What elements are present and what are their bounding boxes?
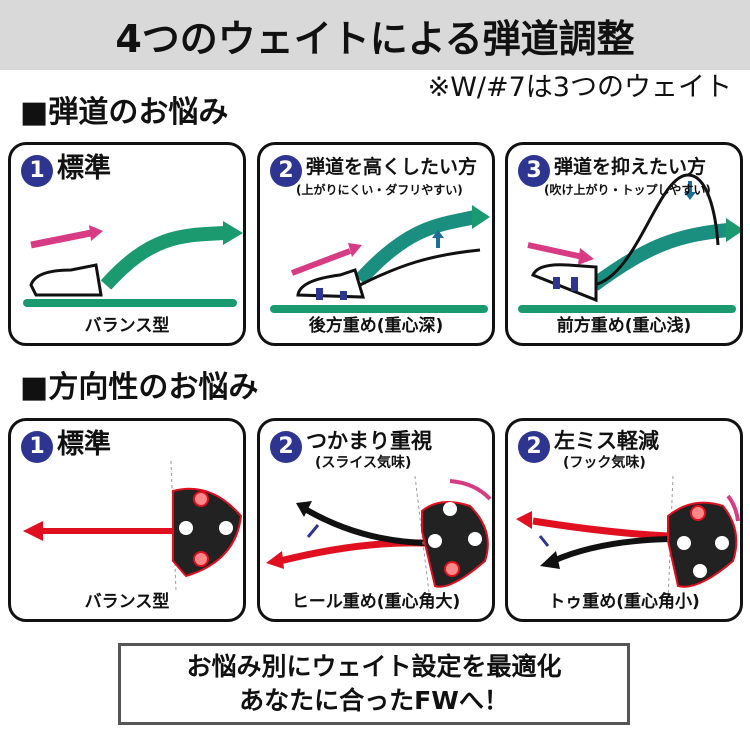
panel-caption: 後方重め(重心深) — [308, 316, 444, 336]
trajectory-panel-standard: 1 標準 バランス型 — [8, 142, 246, 346]
panel-subtitle: (フック気味) — [563, 455, 646, 471]
panel-title: つかまり重視 — [306, 429, 432, 453]
weight-note: ※W/#7は3つのウェイト — [427, 72, 732, 103]
panel-subtitle: (スライス気味) — [315, 455, 412, 471]
panel-caption: バランス型 — [84, 592, 170, 612]
trajectory-standard-illustration — [23, 221, 243, 307]
trajectory-panel-high: 2 弾道を高くしたい方 (上がりにくい・ダフリやすい) 後方重め(重心深) — [257, 142, 495, 346]
number-badge: 2 — [270, 155, 302, 187]
number-badge: 2 — [518, 431, 550, 463]
direction-panel-draw: 2 つかまり重視 (スライス気味) ヒール重め(重心角大) — [257, 418, 495, 622]
trajectory-high-illustration — [270, 205, 490, 313]
panel-caption: 前方重め(重心浅) — [556, 316, 692, 336]
panel-title: 弾道を抑えたい方 — [554, 156, 707, 178]
panel-caption: トゥ重め(重心角小) — [548, 592, 700, 612]
panel-title: 標準 — [57, 153, 111, 184]
direction-panel-standard: 1 標準 バランス型 — [8, 418, 246, 622]
direction-panel-fade: 2 左ミス軽減 (フック気味) トゥ重め(重心角小) — [505, 418, 743, 622]
panel-caption: バランス型 — [84, 316, 170, 336]
direction-fade-illustration — [516, 475, 740, 602]
panel-title: 弾道を高くしたい方 — [306, 156, 478, 178]
panel-caption: ヒール重め(重心角大) — [291, 592, 461, 612]
number-badge: 2 — [270, 431, 302, 463]
panel-title: 左ミス軽減 — [554, 429, 659, 453]
trajectory-low-illustration — [518, 173, 740, 313]
direction-standard-illustration — [23, 460, 243, 592]
panel-subtitle: (吹け上がり・トップしやすい) — [544, 183, 711, 197]
number-badge: 1 — [21, 431, 53, 463]
summary-line-2: あなたに合ったFWへ！ — [239, 686, 509, 715]
direction-draw-illustration — [266, 475, 492, 602]
trajectory-panel-low: 3 弾道を抑えたい方 (吹け上がり・トップしやすい) 前方重め(重心浅) — [505, 142, 743, 346]
number-badge: 3 — [518, 155, 550, 187]
direction-heading: ■方向性のお悩み — [20, 370, 259, 405]
panel-title: 標準 — [57, 429, 111, 460]
summary-line-1: お悩み別にウェイト設定を最適化 — [186, 652, 562, 681]
number-badge: 1 — [21, 155, 53, 187]
trajectory-heading: ■弾道のお悩み — [20, 95, 229, 130]
panel-subtitle: (上がりにくい・ダフリやすい) — [296, 183, 463, 197]
page-title: 4つのウェイトによる弾道調整 — [0, 0, 750, 70]
summary-box: お悩み別にウェイト設定を最適化 あなたに合ったFWへ！ — [118, 643, 630, 725]
